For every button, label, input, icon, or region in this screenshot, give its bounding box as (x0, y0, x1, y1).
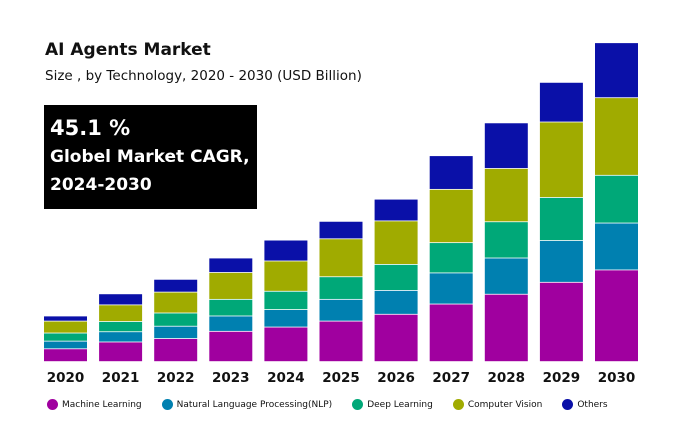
bar-2027-deep-learning (429, 243, 473, 273)
legend-item-others: Others (562, 399, 608, 410)
x-tick-label-2021: 2021 (102, 370, 140, 386)
bar-2026-machine-learning (374, 314, 418, 362)
bar-2028-natural-language-processing-nlp- (484, 258, 528, 294)
bar-2024-natural-language-processing-nlp- (264, 309, 308, 327)
x-tick-label-2029: 2029 (543, 370, 581, 386)
bar-2020-others (44, 316, 87, 321)
bar-2020-machine-learning (44, 349, 87, 362)
chart-title: AI Agents Market (45, 40, 211, 60)
bar-2029-natural-language-processing-nlp- (539, 240, 583, 282)
bar-2026-natural-language-processing-nlp- (374, 290, 418, 314)
bar-2030-others (595, 43, 638, 98)
bar-2029-deep-learning (539, 197, 583, 241)
bar-2026-others (374, 199, 418, 221)
bar-2029-machine-learning (539, 282, 583, 362)
bar-2028-others (484, 123, 528, 169)
bar-2027-natural-language-processing-nlp- (429, 273, 473, 304)
bar-2025-machine-learning (319, 321, 363, 362)
legend-item-nlp: Natural Language Processing(NLP) (161, 399, 333, 410)
bar-2028-machine-learning (484, 294, 528, 362)
bar-2025-natural-language-processing-nlp- (319, 299, 363, 321)
x-tick-label-2020: 2020 (47, 370, 85, 386)
bar-2022-natural-language-processing-nlp- (154, 326, 198, 339)
legend-swatch (47, 399, 58, 410)
x-tick-label-2028: 2028 (488, 370, 526, 386)
legend-swatch (352, 399, 364, 410)
x-tick-label-2024: 2024 (267, 370, 305, 386)
legend-label: Machine Learning (62, 399, 142, 410)
bar-2021-others (99, 294, 143, 305)
bar-2025-deep-learning (319, 277, 363, 299)
bar-2023-computer-vision (209, 272, 253, 299)
bar-2027-machine-learning (429, 304, 473, 362)
legend: Machine Learning Natural Language Proces… (47, 399, 608, 410)
x-tick-label-2027: 2027 (432, 370, 470, 386)
bar-2022-computer-vision (154, 292, 198, 313)
bar-2030-machine-learning (595, 270, 638, 362)
bar-2021-deep-learning (99, 321, 143, 332)
bar-2030-deep-learning (595, 175, 638, 223)
bar-2024-computer-vision (264, 261, 308, 291)
bar-2027-others (429, 156, 473, 189)
legend-label: Natural Language Processing(NLP) (176, 399, 333, 410)
legend-swatch (452, 399, 464, 410)
bar-2026-computer-vision (374, 221, 418, 264)
bar-2030-natural-language-processing-nlp- (595, 223, 638, 270)
cagr-label-line1: Globel Market CAGR, (50, 147, 250, 167)
chart-subtitle: Size , by Technology, 2020 - 2030 (USD B… (45, 68, 362, 84)
bar-2024-others (264, 240, 308, 261)
bar-2020-natural-language-processing-nlp- (44, 341, 87, 349)
bar-2024-machine-learning (264, 327, 308, 362)
x-tick-label-2026: 2026 (377, 370, 415, 386)
bar-2023-deep-learning (209, 299, 253, 316)
bar-2021-machine-learning (99, 342, 143, 362)
bar-2029-computer-vision (539, 122, 583, 198)
bar-2025-others (319, 221, 363, 239)
bar-2026-deep-learning (374, 264, 418, 291)
x-tick-label-2025: 2025 (322, 370, 360, 386)
cagr-callout: 45.1 % Globel Market CAGR, 2024-2030 (44, 105, 257, 209)
legend-item-machine-learning: Machine Learning (47, 399, 142, 410)
bar-2028-computer-vision (484, 168, 528, 222)
x-tick-label-2022: 2022 (157, 370, 195, 386)
cagr-value: 45.1 % (50, 116, 131, 140)
legend-item-deep-learning: Deep Learning (352, 399, 433, 410)
legend-swatch (161, 399, 173, 410)
bar-2023-natural-language-processing-nlp- (209, 316, 253, 331)
legend-item-computer-vision: Computer Vision (452, 399, 543, 410)
legend-label: Others (577, 399, 608, 410)
bar-2022-others (154, 279, 198, 292)
bar-2020-deep-learning (44, 333, 87, 341)
bar-2027-computer-vision (429, 189, 473, 243)
bar-2028-deep-learning (484, 222, 528, 258)
bar-2024-deep-learning (264, 291, 308, 310)
bar-2029-others (539, 82, 583, 122)
bar-2021-computer-vision (99, 305, 143, 322)
bar-2030-computer-vision (595, 98, 638, 175)
bar-2025-computer-vision (319, 239, 363, 277)
bar-2021-natural-language-processing-nlp- (99, 332, 143, 342)
bar-2022-deep-learning (154, 313, 198, 326)
bar-2020-computer-vision (44, 321, 87, 333)
legend-label: Computer Vision (467, 399, 543, 410)
legend-label: Deep Learning (367, 399, 433, 410)
x-tick-label-2030: 2030 (598, 370, 636, 386)
x-tick-label-2023: 2023 (212, 370, 250, 386)
bar-2022-machine-learning (154, 338, 198, 362)
bar-2023-machine-learning (209, 331, 253, 362)
legend-swatch (562, 399, 574, 410)
bar-2023-others (209, 258, 253, 273)
cagr-label-line2: 2024-2030 (50, 175, 152, 195)
